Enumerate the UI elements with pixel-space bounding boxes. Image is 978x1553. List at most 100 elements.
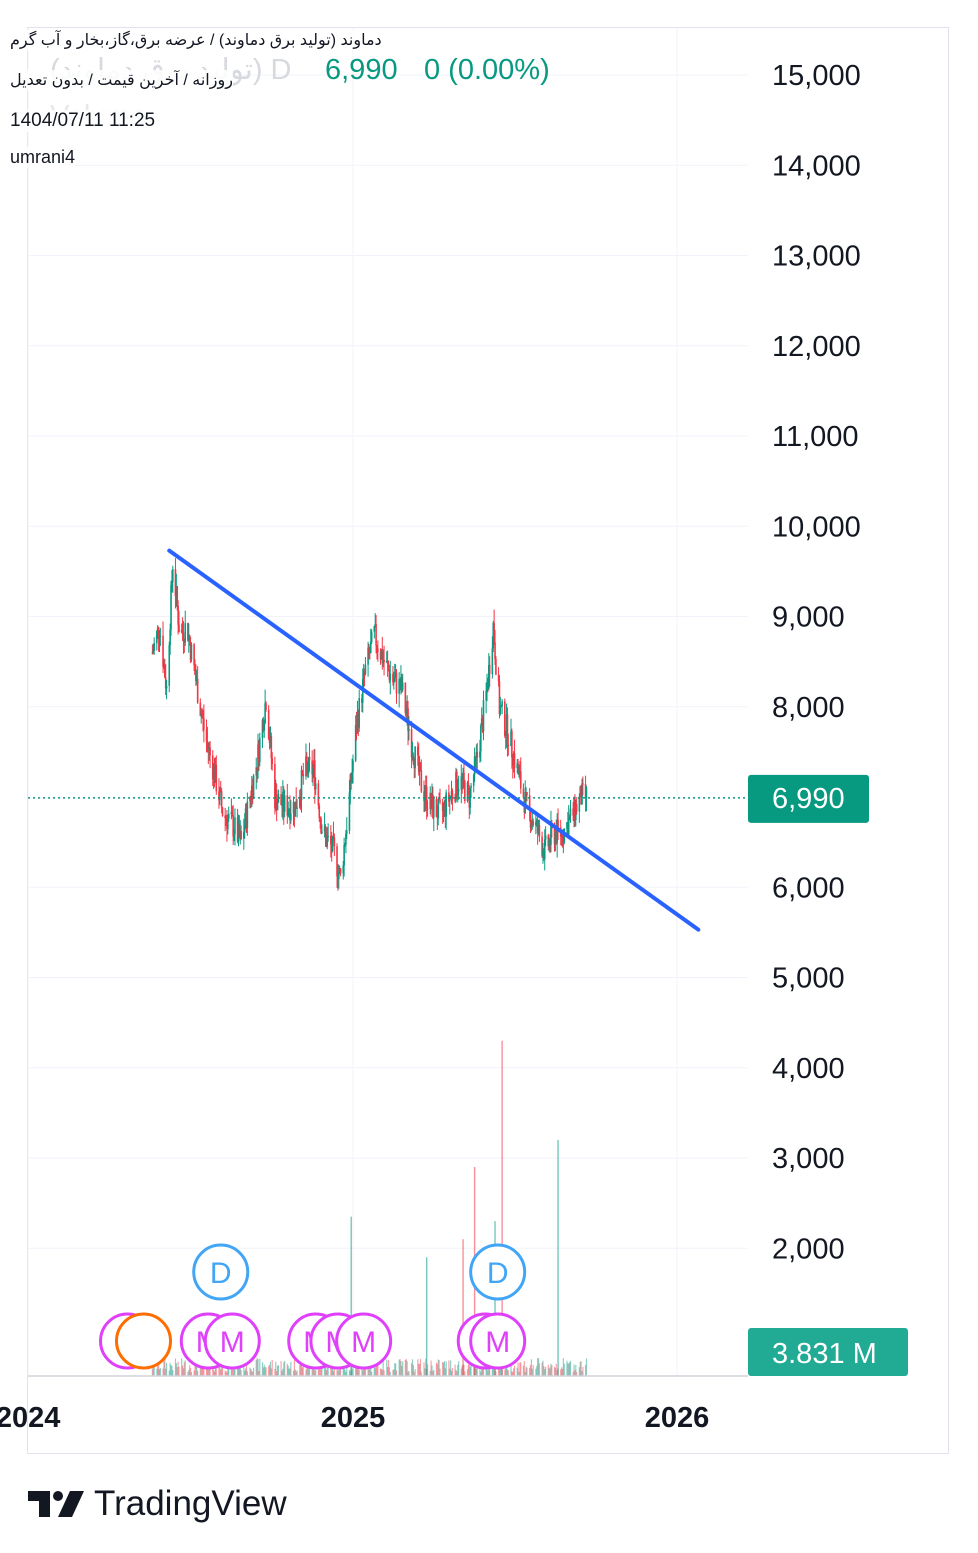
candle-body (263, 723, 266, 731)
candle-body (398, 679, 400, 694)
volume-bar (281, 1370, 283, 1376)
volume-bar (511, 1371, 513, 1376)
volume-spike (501, 1040, 503, 1376)
y-tick-label: 8,000 (772, 692, 845, 724)
volume-bar (401, 1366, 403, 1376)
meeting-event-icon (469, 1312, 527, 1370)
volume-bar (327, 1362, 329, 1376)
candle-body (568, 815, 571, 819)
candle-body (575, 803, 578, 812)
candle-body (300, 770, 303, 800)
candle-body (234, 817, 236, 835)
y-tick-label: 4,000 (772, 1053, 845, 1085)
header-price: 6,990 (325, 54, 398, 86)
price-axis[interactable]: 15,000 14,000 13,000 12,000 11,000 10,000 9,00… (772, 60, 861, 1265)
candle-body (535, 821, 537, 826)
volume-bar (449, 1368, 451, 1376)
y-tick-label: 2,000 (772, 1233, 845, 1265)
candle-body (480, 718, 483, 726)
candle-body (493, 622, 495, 643)
volume-bar (287, 1365, 289, 1376)
candle-body (435, 799, 438, 817)
candle-body (211, 755, 214, 780)
volume-bar (240, 1370, 242, 1376)
volume-bar (326, 1360, 328, 1376)
candle-body (526, 792, 528, 796)
candle-body (505, 714, 508, 735)
y-tick-label: 10,000 (772, 511, 861, 543)
volume-bar (429, 1370, 431, 1376)
candle-body (419, 762, 422, 771)
candle-body (519, 771, 522, 789)
volume-bar (379, 1368, 382, 1376)
volume-bar (331, 1363, 334, 1376)
volume-bar (480, 1371, 482, 1376)
candle-body (243, 825, 246, 833)
volume-bar (525, 1366, 527, 1376)
volume-bar (286, 1363, 288, 1376)
volume-bar (158, 1369, 161, 1376)
candle-body (450, 790, 453, 796)
volume-bar (196, 1366, 198, 1376)
event-markers: MMMDMMMMMD (99, 1243, 527, 1370)
volume-bar (207, 1364, 209, 1376)
volume-bar (225, 1371, 227, 1376)
brand[interactable]: TradingView (28, 1484, 287, 1524)
candle-body (215, 764, 218, 792)
volume-bar (306, 1367, 308, 1376)
volume-bar (221, 1361, 224, 1376)
candle-body (233, 834, 235, 837)
candle-body (549, 839, 551, 845)
volume-bar (549, 1367, 551, 1376)
volume-last-label: 3.831 M (748, 1328, 908, 1376)
time-axis[interactable]: 2024 2025 2026 (0, 1375, 748, 1434)
volume-bar (531, 1368, 533, 1376)
candle-body (369, 652, 371, 654)
volume-bar (498, 1363, 501, 1376)
candle-body (389, 673, 392, 681)
volume-bar (367, 1366, 369, 1376)
volume-bar (445, 1361, 447, 1376)
volume-bar (529, 1367, 531, 1376)
candle-body (348, 792, 351, 831)
candle-body (574, 797, 576, 820)
candle-body (357, 714, 360, 728)
candle-body (288, 809, 290, 811)
candle-body (455, 771, 457, 802)
candle-body (512, 753, 515, 766)
candle-body (187, 623, 189, 641)
candle-body (205, 729, 208, 742)
volume-bar (506, 1369, 509, 1376)
volume-bar (578, 1367, 580, 1376)
volume-bar (584, 1364, 587, 1376)
volume-bar (213, 1369, 215, 1376)
candle-body (412, 755, 415, 763)
volume-bar (295, 1371, 297, 1376)
y-tick-label: 12,000 (772, 331, 861, 363)
volume-bar (245, 1358, 248, 1376)
y-tick-label: 15,000 (772, 60, 861, 92)
volume-bar (513, 1368, 515, 1376)
candle-body (460, 776, 463, 790)
candle-body (474, 756, 477, 758)
candle-body (543, 839, 546, 860)
candle-body (387, 663, 390, 671)
volume-bar (395, 1363, 397, 1376)
volume-bar (438, 1360, 440, 1376)
candle-body (443, 801, 446, 806)
candle-body (438, 799, 440, 801)
volume-bar (404, 1359, 406, 1376)
volume-bar (363, 1366, 365, 1376)
volume-bar (321, 1363, 323, 1376)
candle-body (436, 816, 439, 819)
candle-body (424, 786, 427, 798)
volume-bar (512, 1371, 514, 1376)
candle-body (457, 789, 460, 792)
last-price-label: 6,990 (748, 774, 869, 823)
trendline[interactable] (167, 548, 701, 932)
candle-body (172, 569, 174, 583)
candle-body (344, 844, 346, 846)
y-tick-label: 13,000 (772, 241, 861, 273)
volume-bar (439, 1368, 441, 1376)
